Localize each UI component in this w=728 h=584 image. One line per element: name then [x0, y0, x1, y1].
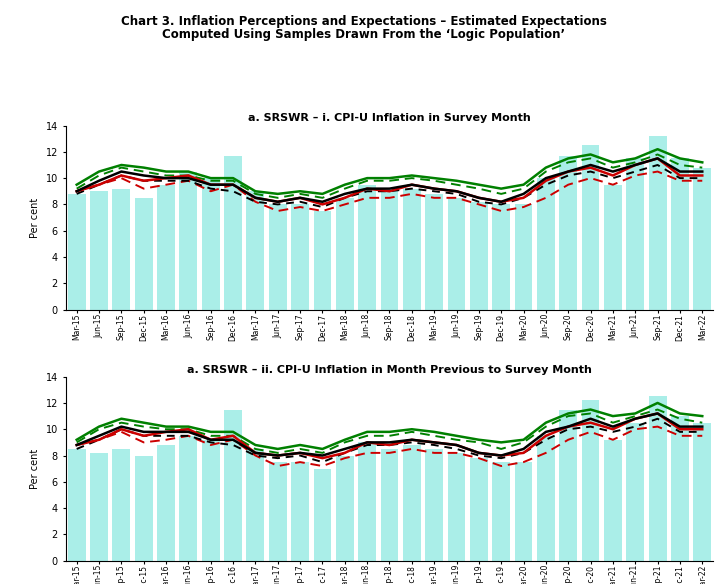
Bar — [626, 158, 644, 310]
Bar — [269, 462, 287, 561]
Bar — [403, 189, 421, 310]
Bar — [448, 198, 465, 310]
Bar — [671, 416, 689, 561]
Bar — [224, 409, 242, 561]
Legend: Mean IEs Estimated Using Sampled Simulated Baskets, Mean Current Perceptions, Me: Mean IEs Estimated Using Sampled Simulat… — [70, 391, 501, 439]
Bar — [649, 136, 667, 310]
Title: a. SRSWR – i. CPI-U Inflation in Survey Month: a. SRSWR – i. CPI-U Inflation in Survey … — [248, 113, 531, 123]
Bar — [381, 449, 398, 561]
Bar — [693, 168, 711, 310]
Bar — [180, 172, 197, 310]
Bar — [425, 449, 443, 561]
Y-axis label: Per cent: Per cent — [30, 197, 40, 238]
Text: Computed Using Samples Drawn From the ‘Logic Population’: Computed Using Samples Drawn From the ‘L… — [162, 28, 566, 41]
Bar — [559, 409, 577, 561]
Bar — [90, 453, 108, 561]
Y-axis label: Per cent: Per cent — [30, 449, 40, 489]
Bar — [90, 192, 108, 310]
Bar — [336, 198, 354, 310]
Bar — [403, 445, 421, 561]
Bar — [604, 185, 622, 310]
Bar — [269, 204, 287, 310]
Bar — [247, 449, 264, 561]
Bar — [671, 158, 689, 310]
Bar — [537, 178, 555, 310]
Text: Chart 3. Inflation Perceptions and Expectations – Estimated Expectations: Chart 3. Inflation Perceptions and Expec… — [121, 15, 607, 27]
Bar — [336, 456, 354, 561]
Bar — [358, 185, 376, 310]
Bar — [247, 192, 264, 310]
Bar — [626, 423, 644, 561]
Bar — [202, 440, 220, 561]
Bar — [604, 440, 622, 561]
Bar — [470, 458, 488, 561]
Bar — [448, 453, 465, 561]
Bar — [582, 145, 599, 310]
Bar — [649, 397, 667, 561]
Bar — [180, 436, 197, 561]
Bar — [492, 462, 510, 561]
Bar — [68, 194, 86, 310]
Bar — [157, 445, 175, 561]
Bar — [559, 156, 577, 310]
Bar — [515, 204, 532, 310]
Bar — [314, 468, 331, 561]
Bar — [291, 204, 309, 310]
Bar — [515, 462, 532, 561]
Bar — [693, 423, 711, 561]
Bar — [425, 194, 443, 310]
Bar — [135, 198, 153, 310]
Bar — [358, 443, 376, 561]
Bar — [582, 401, 599, 561]
Bar — [157, 185, 175, 310]
Bar — [112, 449, 130, 561]
Bar — [68, 449, 86, 561]
Bar — [112, 189, 130, 310]
Bar — [224, 156, 242, 310]
Bar — [314, 211, 331, 310]
Bar — [381, 192, 398, 310]
Bar — [537, 436, 555, 561]
Bar — [470, 202, 488, 310]
Bar — [135, 456, 153, 561]
Title: a. SRSWR – ii. CPI-U Inflation in Month Previous to Survey Month: a. SRSWR – ii. CPI-U Inflation in Month … — [187, 364, 592, 374]
Bar — [291, 462, 309, 561]
Bar — [492, 204, 510, 310]
Bar — [202, 178, 220, 310]
